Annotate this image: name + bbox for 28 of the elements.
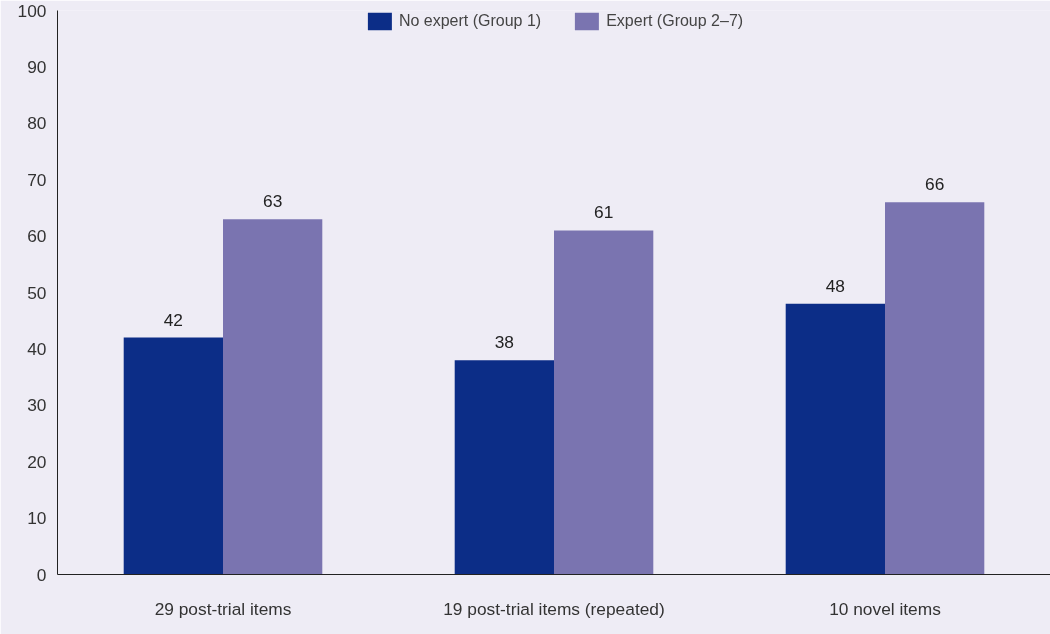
y-tick-label: 100: [17, 0, 47, 21]
x-tick-label: 10 novel items: [829, 598, 942, 619]
legend-label: No expert (Group 1): [398, 12, 542, 30]
data-label: 61: [594, 202, 614, 223]
bar: [885, 202, 985, 575]
y-tick-label: 10: [27, 508, 47, 529]
bar: [223, 219, 323, 575]
y-tick-label: 60: [27, 226, 47, 247]
y-tick-label: 80: [27, 113, 47, 134]
y-tick-label: 70: [27, 169, 47, 190]
y-tick-label: 30: [27, 395, 47, 416]
x-tick-label: 29 post-trial items: [154, 598, 292, 619]
x-tick-label: 19 post-trial items (repeated): [443, 598, 665, 619]
data-label: 38: [494, 332, 514, 353]
bar: [554, 230, 654, 575]
y-tick-label: 90: [27, 56, 47, 77]
y-tick-label: 40: [27, 338, 47, 359]
data-label: 66: [925, 174, 945, 195]
data-label: 42: [163, 309, 183, 330]
y-tick-label: 0: [36, 564, 47, 585]
bar: [454, 360, 554, 575]
bar: [123, 337, 223, 575]
bar: [785, 303, 885, 575]
y-tick-label: 50: [27, 282, 47, 303]
y-tick-label: 20: [27, 451, 47, 472]
data-label: 48: [825, 275, 845, 296]
data-label: 63: [263, 191, 283, 212]
legend-label: Expert (Group 2–7): [606, 12, 744, 30]
